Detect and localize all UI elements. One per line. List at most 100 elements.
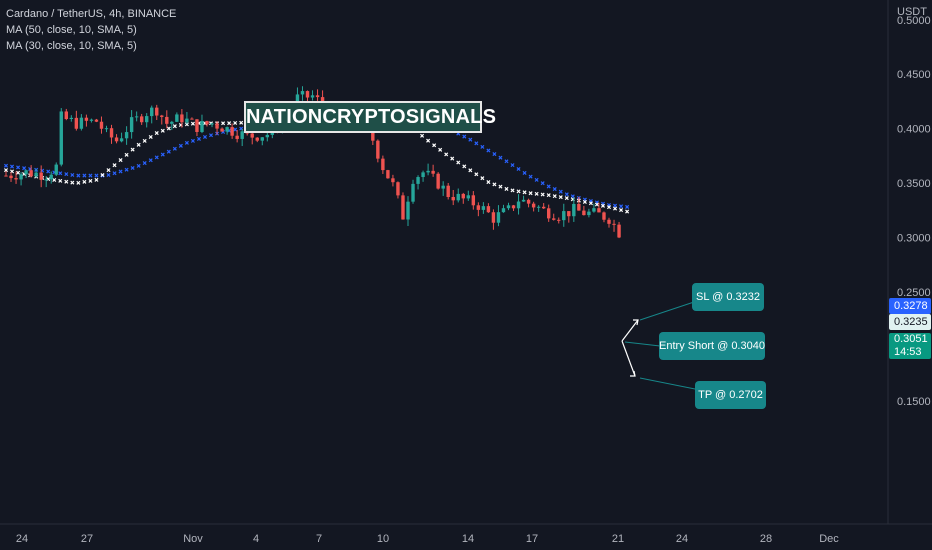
candle-body [124,132,129,139]
ma50-marker [124,167,129,172]
ma50-marker [22,166,27,171]
ma50-marker [10,164,15,169]
ma30-marker [136,142,141,147]
ma50-marker [233,127,238,132]
ma30-marker [468,168,473,173]
ma30-marker [480,176,485,181]
ma30-marker [534,191,539,196]
ma30-marker [3,168,9,173]
ma30-marker [438,147,443,152]
candle-body [552,218,556,220]
candle-body [74,117,79,129]
time-tick-label: 7 [316,533,322,545]
ma30-marker [420,133,425,138]
stop-loss-callout[interactable]: SL @ 0.3232 [692,283,764,311]
candle-body [426,170,430,173]
ma50-marker [70,172,75,177]
ma50-marker [196,136,201,141]
price-tick-label: 0.1500 [897,396,931,408]
ma50-marker [546,184,551,189]
ma50-marker [462,134,467,139]
ma50-marker [130,165,135,171]
candle-body [547,208,551,219]
candles [4,86,621,239]
ma50-marker [504,159,509,164]
ma50-marker [558,189,563,194]
candle-body [557,219,561,221]
ma50-marker [480,144,485,149]
candle-body [205,121,209,125]
candle-body [180,114,184,123]
ma50-marker [619,204,624,209]
ma50-marker [534,177,539,182]
ma30-marker [522,190,527,195]
take-profit-callout[interactable]: TP @ 0.2702 [695,381,766,409]
candle-body [562,211,566,221]
price-tick-label: 0.4500 [897,69,931,81]
candle-body [541,206,546,209]
candle-body [396,182,400,196]
candle-body [567,211,571,217]
time-tick-label: 17 [526,533,538,545]
ma30-marker [516,189,521,194]
symbol-title[interactable]: Cardano / TetherUS, 4h, BINANCE [6,8,177,20]
candle-body [521,199,526,202]
ma50-legend[interactable]: MA (50, close, 10, SMA, 5) [6,24,137,36]
candle-body [486,206,491,213]
ma50-marker [468,137,473,142]
ma50-marker [172,146,177,151]
ma30-marker [456,160,461,165]
candle-body [145,116,149,123]
candle-body [215,123,219,129]
ma30-marker [227,121,232,126]
candle-body [577,203,581,211]
ma30-marker [94,177,99,182]
ma30-marker [16,170,21,175]
candle-body [255,137,259,141]
stop-loss-arrow [621,319,639,342]
ma30-marker [148,134,153,140]
candle-body [190,118,194,120]
candle-body [436,173,440,189]
ma50-marker [76,173,81,178]
candle-body [129,117,134,133]
ma50-marker [160,152,165,157]
ma50-marker [178,143,183,148]
ma30-marker [552,194,557,199]
candle-body [526,199,531,204]
candle-body [376,140,380,159]
ma50-marker [474,141,479,146]
ma30-marker [239,120,244,125]
candle-body [381,158,385,171]
ma50-marker [190,138,195,143]
entry-callout[interactable]: Entry Short @ 0.3040 [659,332,765,360]
candle-body [230,127,234,136]
candle-body [401,195,405,220]
price-tick-label: 0.4000 [897,124,931,136]
take-profit-leader [639,377,701,391]
candle-body [200,121,204,132]
ma50-marker [492,152,497,157]
ma50-marker [540,181,545,186]
ma50-price-tag: 0.3278 [889,298,931,314]
ma50-marker [208,133,214,138]
ma30-marker [58,178,63,183]
ma30-marker [498,184,503,189]
ma50-marker [58,171,63,176]
ma50-marker [570,194,575,199]
candle-body [44,179,48,181]
ma30-marker [600,203,605,208]
ma50-marker [498,155,503,160]
ma50-marker [613,203,618,208]
ma30-marker [88,178,93,183]
ma30-legend[interactable]: MA (30, close, 10, SMA, 5) [6,40,137,52]
time-axis: 24 27 Nov 4 7 10 14 17 21 24 28 Dec [0,523,932,545]
price-tick-label: 0.3000 [897,233,931,245]
price-axis: USDT0.55000.50000.45000.40000.35000.3000… [887,0,931,524]
candle-body [461,193,465,199]
candle-body [160,115,164,117]
candle-body [4,175,8,177]
ma50-marker [142,161,147,166]
candle-body [511,205,516,209]
